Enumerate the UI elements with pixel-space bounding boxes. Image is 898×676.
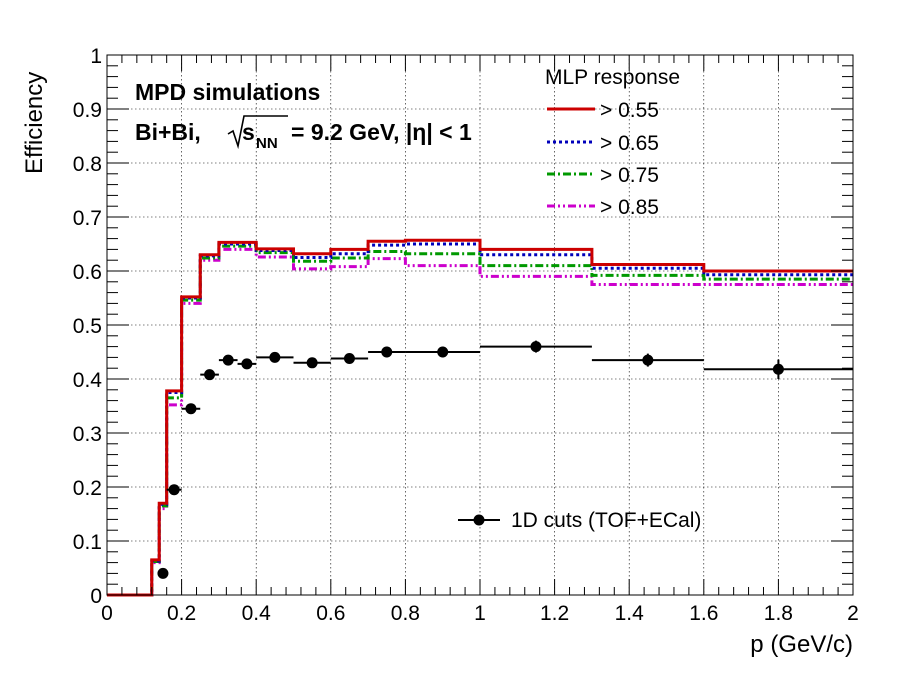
point-marker <box>185 403 197 415</box>
x-tick-label: 0.4 <box>242 602 272 625</box>
x-tick-label: 0 <box>101 602 113 625</box>
legend-cuts-label: 1D cuts (TOF+ECal) <box>511 509 701 532</box>
axis-ticks <box>106 54 854 596</box>
series-055 <box>107 238 853 597</box>
annotation-s: s <box>242 119 255 145</box>
data-point <box>703 359 853 379</box>
x-tick-label: 2 <box>847 602 859 625</box>
point-marker <box>381 346 393 358</box>
point-marker <box>306 357 318 369</box>
y-axis-title: Efficiency <box>21 72 48 174</box>
data-point <box>368 346 406 358</box>
data-point <box>591 353 704 367</box>
y-tick-label: 0.9 <box>73 99 102 122</box>
sqrt-symbol <box>227 115 288 150</box>
data-point <box>480 340 592 353</box>
data-point <box>157 567 169 579</box>
point-marker <box>222 354 234 366</box>
legend-label-2: > 0.75 <box>600 164 659 187</box>
legend-mlp: MLP response > 0.55 > 0.65 > 0.75 > 0.85 <box>545 66 680 219</box>
point-marker <box>204 369 216 381</box>
y-tick-label: 0.4 <box>73 369 103 392</box>
x-tick-label: 0.8 <box>391 602 420 625</box>
data-point <box>200 369 219 381</box>
data-point <box>330 352 369 364</box>
x-tick-label: 0.2 <box>167 602 196 625</box>
point-marker <box>772 363 784 375</box>
point-marker <box>157 567 169 579</box>
point-marker <box>530 341 542 353</box>
series-layer <box>107 238 853 597</box>
x-tick-label: 1.8 <box>764 602 793 625</box>
data-point <box>181 403 201 415</box>
point-marker <box>642 354 654 366</box>
x-tick-label: 1.6 <box>689 602 718 625</box>
x-axis-title: p (GeV/c) <box>750 631 853 658</box>
y-tick-label: 0.6 <box>73 261 102 284</box>
annotation-collision-suffix: = 9.2 GeV, |η| < 1 <box>291 119 472 145</box>
legend-entry-1: > 0.65 <box>547 132 659 155</box>
x-tick-label: 1.4 <box>615 602 645 625</box>
grid <box>107 55 853 595</box>
annotation-mpd: MPD simulations <box>135 79 320 105</box>
y-tick-label: 0.3 <box>73 423 102 446</box>
point-marker <box>437 346 449 358</box>
point-marker <box>343 352 355 364</box>
annotation-collision-prefix: Bi+Bi, <box>135 119 201 145</box>
point-marker <box>168 484 180 496</box>
legend-entry-2: > 0.75 <box>547 164 659 187</box>
y-tick-label: 0.5 <box>73 315 102 338</box>
legend-mlp-title: MLP response <box>545 66 680 89</box>
data-point <box>293 357 331 369</box>
legend-label-1: > 0.65 <box>600 132 659 155</box>
tick-labels: 0 0.2 0.4 0.6 0.8 1 1.2 1.4 1.6 1.8 2 0 0.1 0.2 0.3 0.4… <box>73 45 859 625</box>
data-point <box>218 354 238 366</box>
points-layer <box>157 340 853 579</box>
data-point <box>256 351 294 363</box>
legend-cuts-marker <box>473 514 485 526</box>
legend-entry-0: > 0.55 <box>547 99 659 122</box>
y-tick-label: 0.1 <box>73 531 102 554</box>
data-point <box>166 484 182 496</box>
annotation-collision: Bi+Bi, s NN = 9.2 GeV, |η| < 1 <box>135 115 472 152</box>
data-point <box>405 346 480 358</box>
legend-cuts: 1D cuts (TOF+ECal) <box>458 509 701 532</box>
x-tick-label: 1.2 <box>540 602 569 625</box>
data-point <box>237 358 257 370</box>
point-marker <box>241 358 253 370</box>
y-tick-label: 0.8 <box>73 153 102 176</box>
legend-label-0: > 0.55 <box>600 99 659 122</box>
point-marker <box>269 351 281 363</box>
x-tick-label: 1 <box>474 602 486 625</box>
legend-label-3: > 0.85 <box>600 196 659 219</box>
y-tick-label: 0 <box>90 585 102 608</box>
y-tick-label: 0.7 <box>73 207 102 230</box>
x-tick-label: 0.6 <box>316 602 345 625</box>
y-tick-label: 0.2 <box>73 477 102 500</box>
y-tick-label: 1 <box>90 45 102 68</box>
annotation-sub-nn: NN <box>256 135 278 152</box>
series-065 <box>107 242 853 597</box>
legend-entry-3: > 0.85 <box>547 196 659 219</box>
